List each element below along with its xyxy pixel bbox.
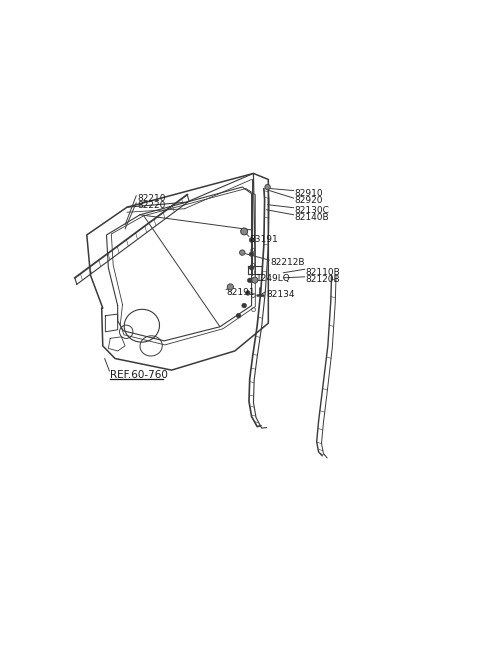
Circle shape [236, 313, 241, 318]
Circle shape [252, 277, 258, 283]
Circle shape [247, 278, 252, 283]
Text: 82140B: 82140B [294, 214, 329, 222]
Circle shape [227, 284, 233, 290]
Text: 82220: 82220 [137, 200, 166, 210]
Circle shape [240, 228, 248, 235]
Text: 82210: 82210 [137, 194, 166, 202]
Text: 82212B: 82212B [270, 257, 305, 267]
Circle shape [249, 252, 254, 256]
Text: 82920: 82920 [294, 196, 323, 205]
Circle shape [265, 184, 270, 190]
Text: 82191: 82191 [227, 288, 255, 297]
Text: 82120B: 82120B [305, 275, 340, 284]
Circle shape [240, 250, 245, 255]
Text: 82110B: 82110B [305, 268, 340, 276]
Text: 1249LQ: 1249LQ [256, 274, 291, 283]
Text: 82130C: 82130C [294, 206, 329, 215]
Circle shape [249, 238, 254, 242]
Text: 82134: 82134 [266, 290, 295, 299]
Circle shape [246, 291, 250, 295]
Circle shape [242, 303, 246, 308]
Text: REF.60-760: REF.60-760 [110, 370, 168, 380]
Text: 83191: 83191 [250, 235, 278, 244]
Circle shape [249, 265, 254, 270]
Text: 82910: 82910 [294, 189, 323, 198]
